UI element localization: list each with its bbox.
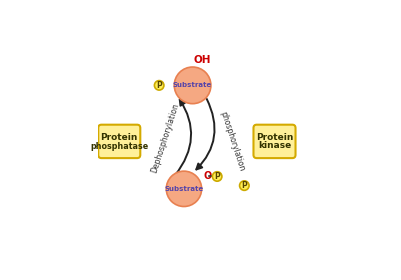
Circle shape [154, 81, 164, 90]
Circle shape [213, 172, 222, 181]
Text: Dephosphorylation: Dephosphorylation [150, 102, 181, 174]
FancyBboxPatch shape [98, 125, 140, 158]
FancyBboxPatch shape [253, 125, 296, 158]
Circle shape [166, 171, 202, 207]
Text: P: P [241, 181, 247, 190]
Text: Protein: Protein [256, 133, 293, 142]
FancyArrowPatch shape [175, 100, 191, 175]
Text: phosphorylation: phosphorylation [219, 110, 246, 172]
Text: phosphatase: phosphatase [90, 142, 148, 151]
Text: O: O [204, 171, 212, 181]
Text: Substrate: Substrate [173, 82, 212, 88]
Text: OH: OH [194, 55, 211, 65]
Circle shape [239, 181, 249, 190]
Text: Substrate: Substrate [164, 186, 204, 192]
Text: kinase: kinase [258, 141, 291, 150]
Text: P: P [214, 172, 220, 181]
FancyArrowPatch shape [196, 99, 215, 169]
Text: P: P [156, 81, 162, 90]
Text: Protein: Protein [101, 133, 138, 142]
Circle shape [174, 67, 211, 104]
